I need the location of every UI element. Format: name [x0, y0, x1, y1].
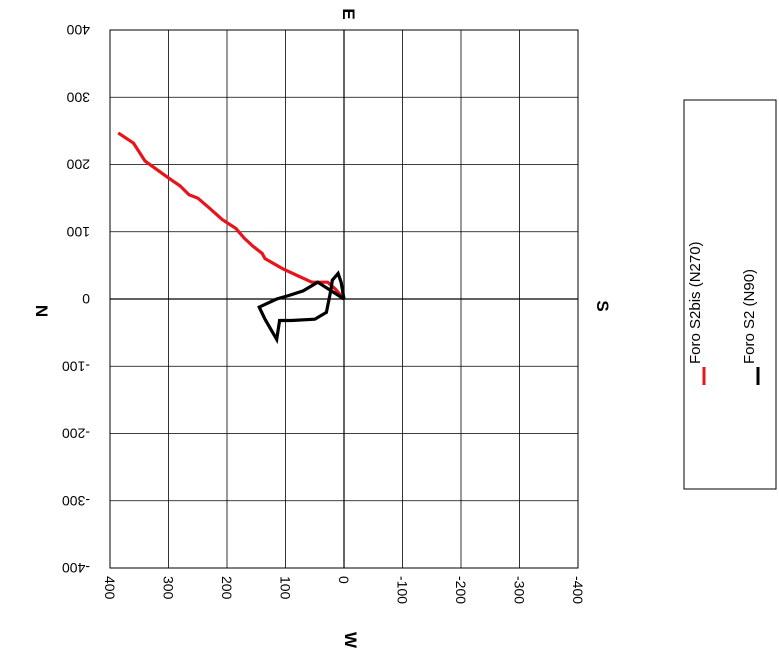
y-tick-label: 0 — [82, 291, 90, 307]
legend-label-s2bis: Foro S2bis (N270) — [687, 241, 704, 364]
x-tick-label: 0 — [336, 576, 352, 584]
y-tick-label: -100 — [62, 358, 90, 374]
legend-box — [683, 99, 777, 490]
series-line-s2 — [257, 270, 346, 345]
y-tick-label: -300 — [62, 493, 90, 509]
series-line-s2bis — [117, 131, 346, 301]
y-tick-label: 400 — [66, 22, 90, 38]
x-tick-label: 200 — [219, 576, 235, 600]
legend: Foro S2bis (N270) Foro S2 (N90) — [683, 99, 777, 490]
y-tick-label: -200 — [62, 426, 90, 442]
y-tick-label: 200 — [66, 157, 90, 173]
axis-label-top: E — [339, 8, 358, 19]
x-tick-label: -400 — [570, 576, 586, 604]
x-tick-label: 300 — [161, 576, 177, 600]
legend-label-s2: Foro S2 (N90) — [741, 269, 758, 364]
y-tick-label: 100 — [66, 224, 90, 240]
y-tick-label: -400 — [62, 560, 90, 576]
x-tick-label: 400 — [102, 576, 118, 600]
y-tick-label: 300 — [66, 89, 90, 105]
x-tick-label: -100 — [395, 576, 411, 604]
x-tick-label: 100 — [278, 576, 294, 600]
axis-label-bottom: W — [341, 632, 360, 649]
x-tick-label: -300 — [512, 576, 528, 604]
axis-label-left: N — [32, 305, 51, 317]
axes: 400 300 200 100 0 -100 -200 -300 -400 400 300 200 10… — [62, 22, 586, 604]
axis-label-right: S — [593, 300, 612, 311]
x-tick-label: -200 — [453, 576, 469, 604]
series-lines — [117, 131, 346, 345]
